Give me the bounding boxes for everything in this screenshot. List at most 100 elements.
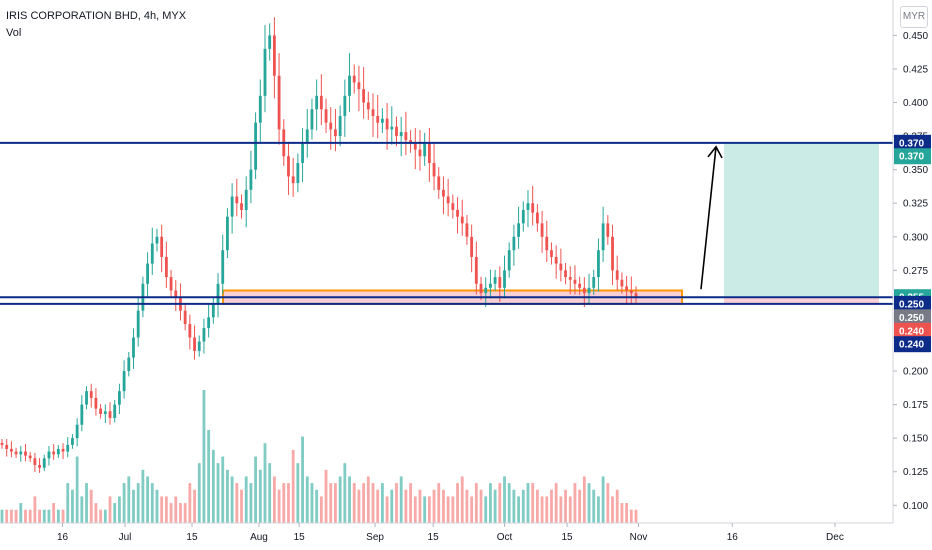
volume-bar [150,483,154,523]
volume-bar [75,456,79,523]
volume-bar [409,483,412,523]
volume-bar [554,483,558,523]
stop-zone [724,297,879,304]
volume-bar [28,509,32,523]
candle-body [254,122,258,170]
candle-body [437,176,441,190]
price-badge [894,295,931,312]
volume-bar [615,489,619,523]
volume-bar [582,476,586,523]
volume-bar [352,483,356,523]
volume-bar [117,496,121,523]
volume-bar [503,476,506,523]
candle-body [122,371,126,392]
candle-body [432,162,436,177]
candle-body [249,169,253,190]
price-axis[interactable]: 0.4500.4250.4000.3750.3500.3250.3000.275… [892,0,928,523]
time-tick-label: 15 [186,532,198,543]
volume-bar [606,483,610,523]
volume-bar [493,489,497,523]
volume-bar [56,509,60,523]
volume-bar [442,489,445,523]
candle-body [277,75,281,130]
candle-body [423,142,427,157]
price-tick-label: 0.450 [903,31,928,42]
candle-body [99,408,103,414]
price-tick-label: 0.350 [903,165,928,176]
candle-body [211,303,215,318]
candlesticks [0,17,638,473]
candle-body [329,122,333,130]
volume-bar [474,483,478,523]
candle-body [352,75,356,83]
volume-bar [489,483,492,523]
price-tick-label: 0.125 [903,467,928,478]
candle-body [606,223,610,237]
volume-bar [592,489,596,523]
time-axis[interactable]: 16 Jul 15 Aug 15 Sep 15 Oct 15 Nov 16 Dec [0,522,893,543]
candle-body [357,82,361,90]
candle-body [493,277,497,284]
annotation-zones [222,142,879,305]
candle-body [404,132,408,141]
volume-bar [19,503,23,523]
time-tick-label: 15 [294,532,306,543]
candle-body [61,448,65,452]
volume-bar [620,503,624,523]
candle-body [230,196,234,217]
price-badge-label: 0.250 [899,313,924,324]
volume-bar [174,496,178,523]
candle-body [150,243,154,264]
time-tick-label: 16 [57,532,69,543]
candle-body [244,189,248,210]
candle-body [89,391,93,398]
volume-bar [24,509,27,523]
price-tick-label: 0.100 [903,501,928,512]
candle-body [174,290,178,298]
volume-bar [5,509,9,523]
volume-bar [413,496,417,523]
volume-bar [545,496,549,523]
candle-body [42,458,46,468]
candle-body [94,397,98,409]
volume-bar [550,489,553,523]
candle-body [169,277,173,291]
candle-body [427,142,431,163]
candle-body [301,142,304,163]
volume-bar [146,476,149,523]
volume-bar [324,469,328,523]
candle-body [14,451,18,455]
price-badge [894,148,931,165]
volume-bar [395,483,398,523]
candle-body [503,270,506,288]
volume-bar [0,509,4,523]
candle-body [117,391,121,405]
currency-button[interactable]: MYR [900,6,928,28]
time-tick-label: 16 [727,532,739,543]
volume-bar [254,456,258,523]
volume-bar [235,483,239,523]
volume-label[interactable]: Vol [6,27,22,39]
candle-body [413,142,417,150]
candle-body [132,337,135,358]
volume-bar [526,483,530,523]
volume-bar [484,496,488,523]
price-badge [894,134,931,151]
volume-bar [249,483,253,523]
candle-body [66,444,70,452]
volume-bar [226,469,229,523]
volume-bar [404,489,408,523]
volume-bar [540,496,544,523]
candle-body [268,35,272,49]
volume-bar [465,489,469,523]
candle-body [52,451,56,455]
candle-body [620,279,624,287]
candle-body [366,102,370,110]
candle-body [376,115,380,123]
symbol-title[interactable]: IRIS CORPORATION BHD, 4h, MYX [6,10,187,22]
candle-body [573,279,577,284]
candle-body [183,310,187,325]
volume-bar [597,496,600,523]
